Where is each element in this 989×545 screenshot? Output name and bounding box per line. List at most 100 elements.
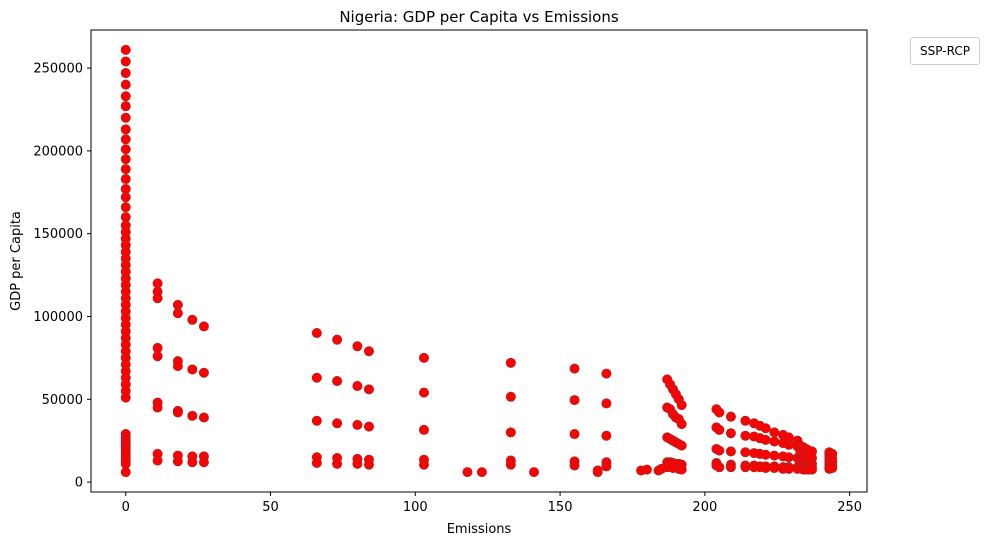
data-point xyxy=(152,342,163,353)
data-point xyxy=(120,192,131,203)
legend: SSP-RCP xyxy=(910,37,980,65)
data-point xyxy=(152,455,163,466)
data-point xyxy=(332,334,343,345)
data-point xyxy=(152,351,163,362)
x-tick-label: 200 xyxy=(692,500,717,515)
data-point xyxy=(827,462,838,473)
data-point xyxy=(352,458,363,469)
data-point xyxy=(172,308,183,319)
data-point xyxy=(505,459,516,470)
data-point xyxy=(641,464,652,475)
data-point xyxy=(529,467,540,478)
y-tick-label: 250000 xyxy=(33,62,83,77)
data-point xyxy=(363,421,374,432)
data-point xyxy=(120,183,131,194)
x-tick-label: 0 xyxy=(122,500,130,515)
data-point xyxy=(120,467,131,478)
x-tick-label: 100 xyxy=(403,500,428,515)
data-point xyxy=(120,79,131,90)
data-point xyxy=(172,407,183,418)
data-point xyxy=(676,400,687,411)
data-point xyxy=(505,357,516,368)
data-point xyxy=(120,68,131,79)
data-point xyxy=(198,457,209,468)
x-axis-title: Emissions xyxy=(447,522,512,537)
data-point xyxy=(120,112,131,123)
data-point xyxy=(505,427,516,438)
data-point xyxy=(332,458,343,469)
data-point xyxy=(172,361,183,372)
data-point xyxy=(120,174,131,185)
data-point xyxy=(363,346,374,357)
y-tick-label: 0 xyxy=(75,476,83,491)
data-point xyxy=(152,402,163,413)
data-point xyxy=(418,459,429,470)
x-axis: 0 50 100 150 200 250 xyxy=(122,492,862,515)
data-point xyxy=(187,314,198,325)
data-point xyxy=(569,460,580,471)
data-point xyxy=(505,391,516,402)
y-tick-label: 50000 xyxy=(42,393,83,408)
x-tick-label: 250 xyxy=(837,500,862,515)
x-tick-label: 50 xyxy=(262,500,279,515)
data-point xyxy=(725,446,736,457)
data-point xyxy=(418,352,429,363)
data-point xyxy=(120,134,131,145)
data-point xyxy=(725,428,736,439)
data-point xyxy=(332,418,343,429)
data-point xyxy=(725,411,736,422)
data-point xyxy=(783,452,794,463)
data-point xyxy=(363,384,374,395)
data-point xyxy=(120,101,131,112)
data-point xyxy=(569,429,580,440)
data-point xyxy=(352,419,363,430)
data-point xyxy=(569,363,580,374)
data-point xyxy=(198,412,209,423)
data-point xyxy=(676,440,687,451)
data-point xyxy=(569,395,580,406)
data-points xyxy=(120,44,838,478)
data-point xyxy=(332,376,343,387)
data-point xyxy=(311,372,322,383)
data-point xyxy=(172,456,183,467)
data-point xyxy=(187,364,198,375)
data-point xyxy=(476,467,487,478)
legend-title: SSP-RCP xyxy=(920,44,970,58)
data-point xyxy=(760,434,771,445)
data-point xyxy=(769,436,780,447)
data-point xyxy=(714,424,725,435)
data-point xyxy=(601,398,612,409)
data-point xyxy=(172,299,183,310)
data-point xyxy=(152,293,163,304)
data-point xyxy=(311,415,322,426)
y-tick-label: 100000 xyxy=(33,310,83,325)
data-point xyxy=(187,410,198,421)
data-point xyxy=(783,463,794,474)
data-point xyxy=(120,124,131,135)
data-point xyxy=(120,56,131,67)
data-point xyxy=(120,202,131,213)
data-point xyxy=(120,91,131,102)
data-point xyxy=(760,423,771,434)
data-point xyxy=(462,467,473,478)
data-point xyxy=(592,465,603,476)
data-point xyxy=(806,464,817,475)
data-point xyxy=(311,458,322,469)
data-point xyxy=(311,328,322,339)
y-axis: 0 50000 100000 150000 200000 250000 xyxy=(33,62,91,491)
data-point xyxy=(120,44,131,55)
data-point xyxy=(676,464,687,475)
data-point xyxy=(198,321,209,332)
data-point xyxy=(363,459,374,470)
data-point xyxy=(120,212,131,223)
data-point xyxy=(187,457,198,468)
data-point xyxy=(120,458,131,469)
data-point xyxy=(714,445,725,456)
data-point xyxy=(783,439,794,450)
data-point xyxy=(601,430,612,441)
data-point xyxy=(760,462,771,473)
data-point xyxy=(769,462,780,473)
y-axis-title: GDP per Capita xyxy=(9,211,24,311)
data-point xyxy=(152,278,163,289)
data-point xyxy=(725,462,736,473)
